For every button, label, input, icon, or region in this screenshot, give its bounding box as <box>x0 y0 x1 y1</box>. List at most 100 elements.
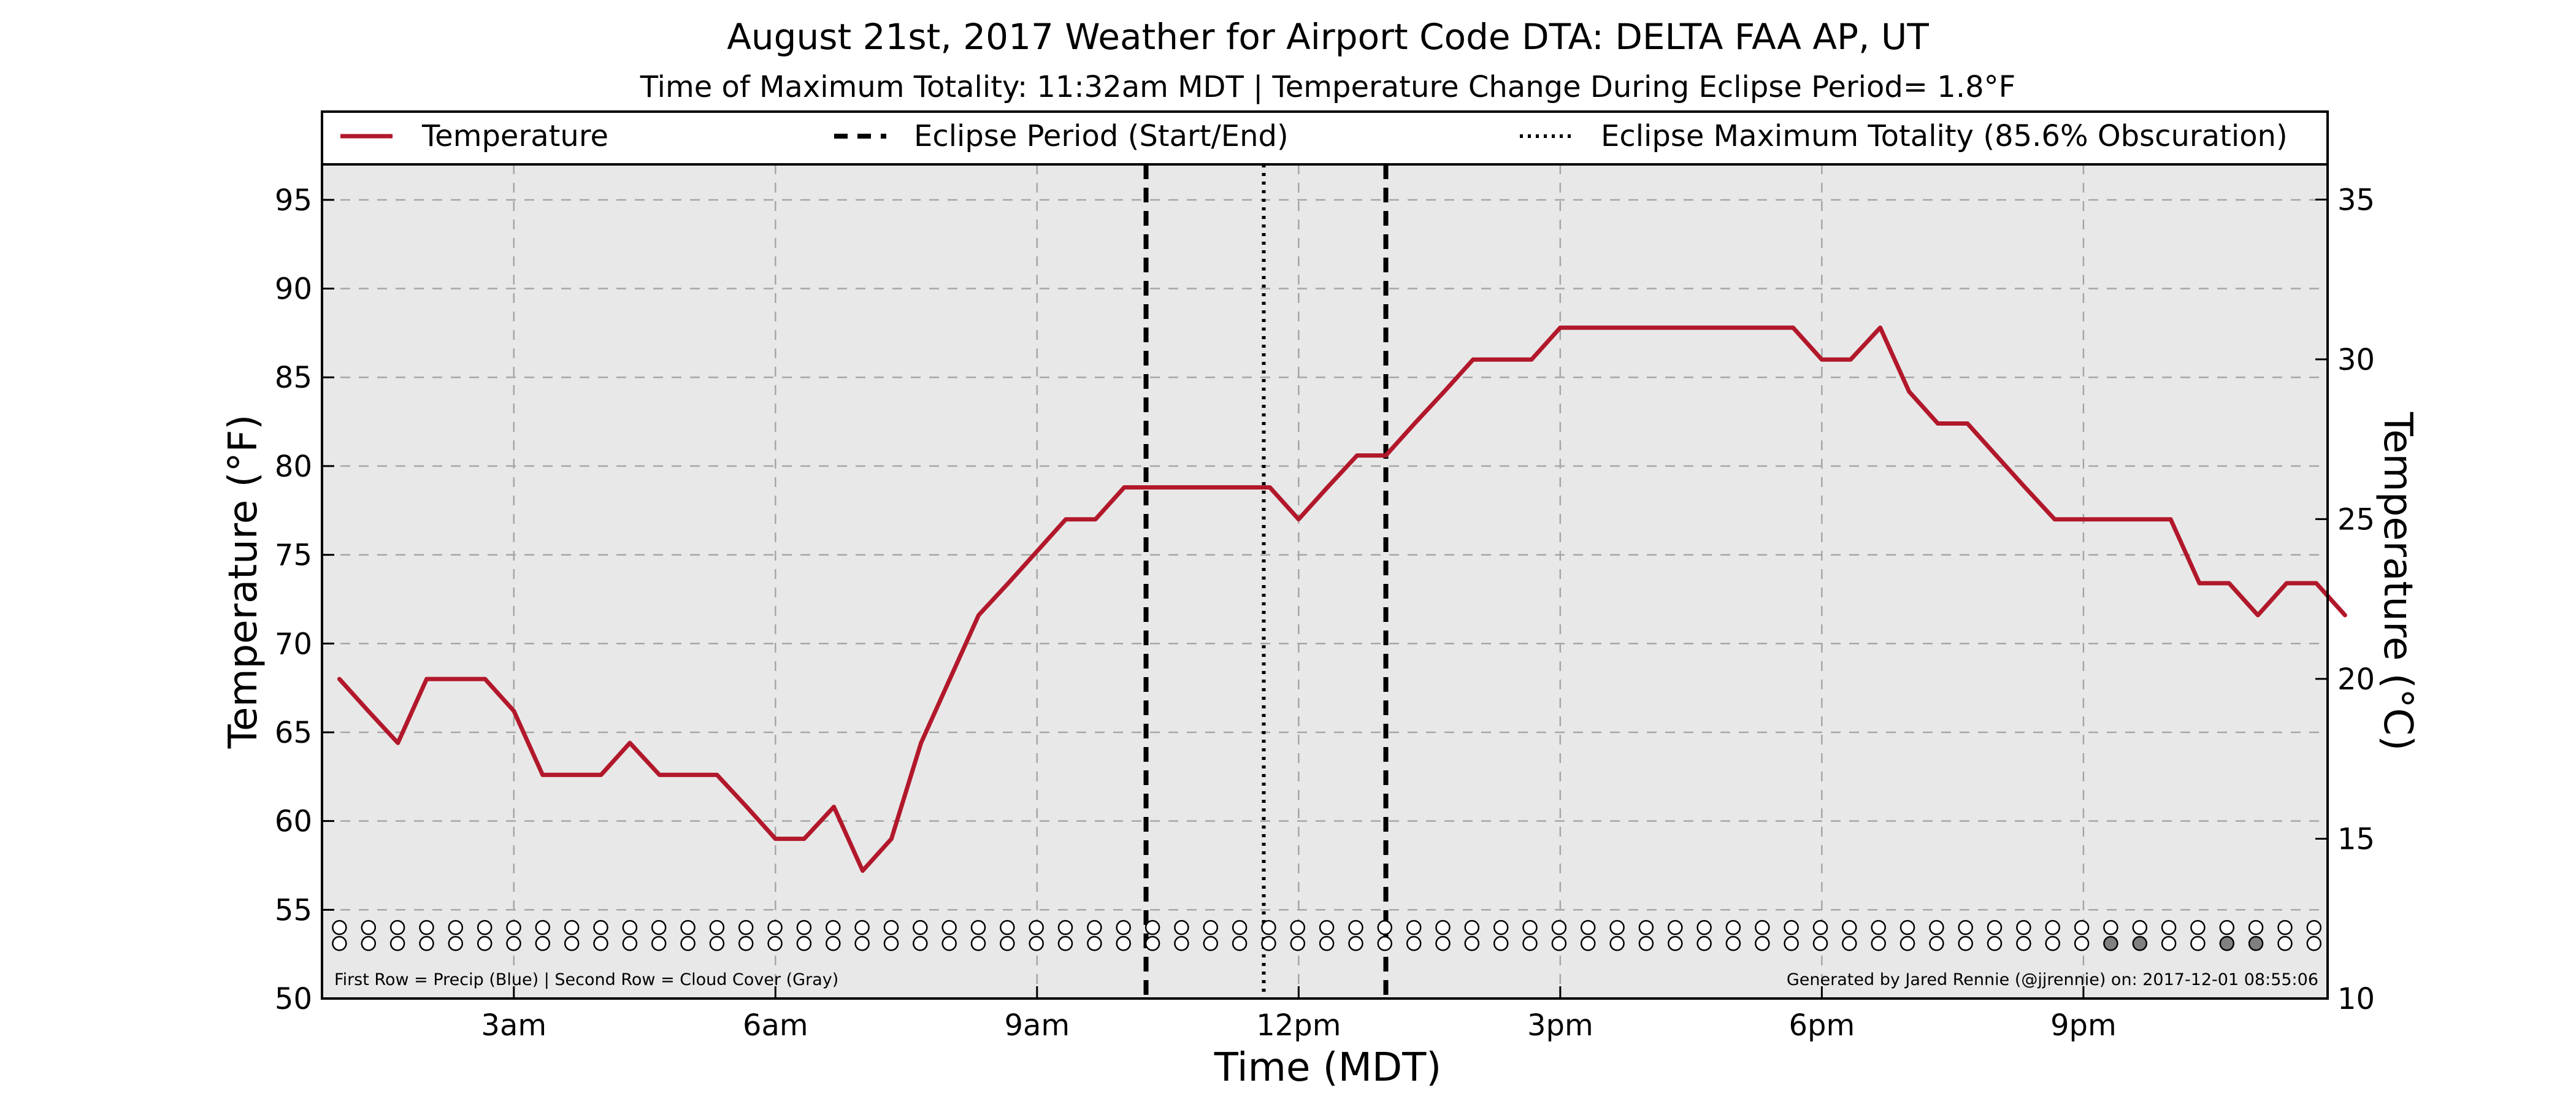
marker-row1-point <box>506 920 521 935</box>
y-tick-label: 65 <box>275 716 312 750</box>
y-tick-label-right: 30 <box>2337 343 2375 377</box>
marker-row1-point <box>826 920 841 935</box>
marker-row1-point <box>1000 920 1015 935</box>
marker-row1-point <box>477 920 493 935</box>
marker-row2-point <box>1377 936 1393 951</box>
marker-row2-point <box>941 936 957 951</box>
x-tick-label: 9am <box>1004 1008 1070 1043</box>
marker-row1-point <box>1929 920 1944 935</box>
marker-row1-point <box>2190 920 2206 935</box>
chart-title: August 21st, 2017 Weather for Airport Co… <box>727 16 1929 58</box>
marker-row1-point <box>419 920 434 935</box>
y-tick-label-right: 10 <box>2337 982 2375 1016</box>
marker-row1-point <box>448 920 464 935</box>
marker-row2-point <box>1290 936 1306 951</box>
marker-row1-point <box>970 920 986 935</box>
marker-row1-point <box>622 920 638 935</box>
marker-row2-point <box>389 936 405 951</box>
marker-row2-point <box>1812 936 1828 951</box>
marker-row2-point <box>506 936 521 951</box>
marker-row2-point <box>1319 936 1335 951</box>
marker-row2-point <box>913 936 928 951</box>
marker-row1-point <box>564 920 580 935</box>
marker-row1-point <box>1203 920 1219 935</box>
marker-row1-point <box>2103 920 2118 935</box>
x-tick-label: 3pm <box>1527 1008 1593 1043</box>
eclipse-lines <box>1143 164 1389 999</box>
marker-row2-point <box>1551 936 1567 951</box>
marker-row2-point <box>883 936 899 951</box>
marker-row2-point <box>1174 936 1189 951</box>
marker-row1-point <box>389 920 405 935</box>
y-axis-label: Temperature (°F) <box>221 415 266 749</box>
marker-row1-point <box>1842 920 1857 935</box>
marker-row1-point <box>796 920 812 935</box>
marker-row1-point <box>1174 920 1189 935</box>
marker-row1-point <box>709 920 725 935</box>
x-axis-label: Time (MDT) <box>1214 1045 1442 1091</box>
marker-row2-point <box>854 936 870 951</box>
marker-row1-point <box>941 920 957 935</box>
marker-row1-point <box>1232 920 1248 935</box>
marker-row1-point <box>767 920 783 935</box>
marker-row1-point <box>535 920 551 935</box>
marker-row1-point <box>1958 920 1973 935</box>
marker-row2-point <box>970 936 986 951</box>
marker-row2-point <box>680 936 696 951</box>
y-tick-label: 60 <box>275 805 312 839</box>
marker-row1-point <box>2161 920 2177 935</box>
marker-row1-point <box>2132 920 2148 935</box>
marker-row2-point <box>2219 936 2235 951</box>
plot-area <box>322 164 2328 999</box>
marker-row1-point <box>2248 920 2264 935</box>
chart-subtitle: Time of Maximum Totality: 11:32am MDT | … <box>640 70 2015 104</box>
marker-row2-point <box>564 936 580 951</box>
marker-row2-point <box>622 936 638 951</box>
legend: Temperature Eclipse Period (Start/End) E… <box>321 110 2329 166</box>
y-tick-label: 95 <box>275 183 312 218</box>
y-tick-label: 55 <box>275 893 312 927</box>
marker-row2-point <box>1203 936 1219 951</box>
marker-row2-point <box>738 936 754 951</box>
marker-row1-point <box>854 920 870 935</box>
marker-row1-point <box>1668 920 1683 935</box>
marker-row1-point <box>1522 920 1538 935</box>
marker-row2-point <box>1116 936 1131 951</box>
marker-row2-point <box>1580 936 1596 951</box>
marker-row1-point <box>1319 920 1335 935</box>
marker-row2-point <box>1929 936 1944 951</box>
marker-row1-point <box>332 920 347 935</box>
marker-row1-point <box>1464 920 1480 935</box>
x-axis: 3am 6am 9am 12pm 3pm 6pm 9pm <box>481 986 2117 1043</box>
marker-row1-point <box>1871 920 1886 935</box>
marker-row1-point <box>738 920 754 935</box>
marker-row1-point <box>2219 920 2235 935</box>
marker-row1-point <box>1987 920 2003 935</box>
marker-row2-point <box>1696 936 1712 951</box>
marker-row1-point <box>883 920 899 935</box>
marker-row2-point <box>1609 936 1625 951</box>
marker-row2-point <box>419 936 434 951</box>
y-axis-label-right: Temperature (°C) <box>2375 412 2420 751</box>
marker-row2-point <box>796 936 812 951</box>
marker-row1-point <box>1144 920 1160 935</box>
marker-row1-point <box>913 920 928 935</box>
marker-row1-point <box>1261 920 1276 935</box>
marker-row1-point <box>1087 920 1102 935</box>
y-tick-label: 80 <box>275 450 312 484</box>
marker-row1-point <box>1377 920 1393 935</box>
marker-row2-point <box>1000 936 1015 951</box>
marker-row1-point <box>1609 920 1625 935</box>
x-tick-label: 12pm <box>1256 1008 1341 1043</box>
marker-row2-point <box>2016 936 2031 951</box>
marker-row2-point <box>1464 936 1480 951</box>
marker-row2-point <box>1406 936 1422 951</box>
marker-row1-point <box>680 920 696 935</box>
marker-row1-point <box>361 920 377 935</box>
x-tick-label: 6pm <box>1789 1008 1855 1043</box>
marker-row2-point <box>1958 936 1973 951</box>
y-tick-label: 85 <box>275 361 312 395</box>
marker-row1-point <box>1435 920 1451 935</box>
marker-row2-point <box>709 936 725 951</box>
marker-row2-point <box>1638 936 1654 951</box>
